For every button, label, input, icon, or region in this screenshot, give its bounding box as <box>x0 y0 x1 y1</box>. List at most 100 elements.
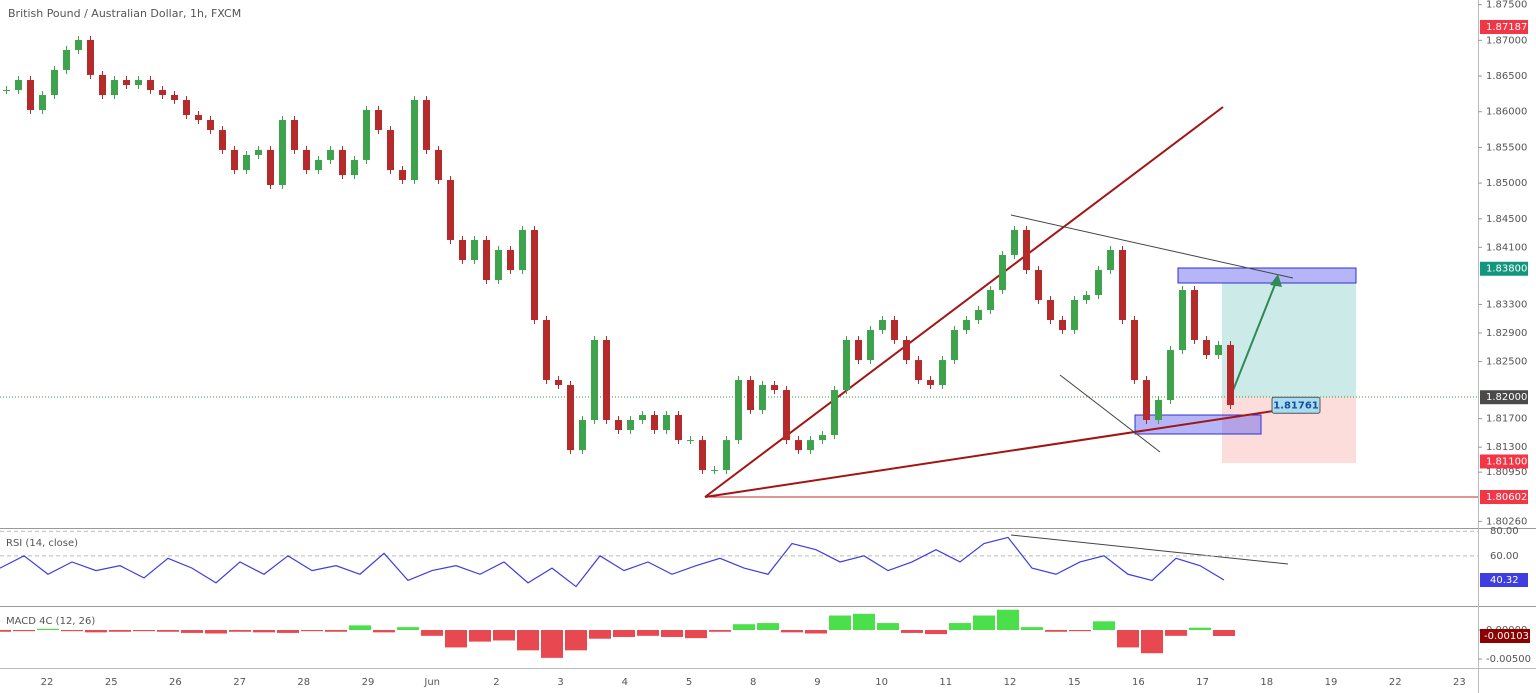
candle <box>111 80 118 96</box>
candle <box>1071 300 1078 330</box>
candle <box>195 114 202 120</box>
macd-bar <box>1045 630 1067 632</box>
candle <box>723 440 730 471</box>
candle <box>495 249 502 281</box>
candle <box>339 149 346 176</box>
candle <box>279 119 286 186</box>
target-zone <box>1222 283 1356 397</box>
macd-bar <box>541 630 563 658</box>
candle <box>315 159 322 171</box>
y-tick-label: 1.85000 <box>1486 178 1527 189</box>
rsi-title: RSI (14, close) <box>6 538 78 549</box>
candle <box>423 100 430 150</box>
candle <box>651 415 658 430</box>
candle <box>639 415 646 421</box>
macd-bar <box>613 630 635 637</box>
candle <box>351 159 358 176</box>
candle <box>627 420 634 430</box>
candle <box>87 39 94 75</box>
candle <box>1155 400 1162 421</box>
x-tick-label: 27 <box>233 677 246 688</box>
projection-arrow <box>1231 281 1277 394</box>
macd-bar <box>469 630 491 642</box>
candle <box>699 440 706 471</box>
candle <box>1143 380 1150 421</box>
macd-badge-label: -0.00103 <box>1484 631 1529 642</box>
candle <box>291 119 298 150</box>
candle <box>747 380 754 411</box>
x-tick-label: Jun <box>423 677 440 688</box>
macd-bar <box>853 613 875 631</box>
candle <box>27 80 34 110</box>
candle <box>507 249 514 271</box>
candle <box>387 129 394 171</box>
price-marker-label: 1.87187 <box>1486 22 1527 33</box>
candle <box>1131 319 1138 381</box>
candle <box>951 329 958 361</box>
entry-label-box <box>1271 396 1321 414</box>
macd-bar <box>589 630 611 639</box>
macd-bar <box>733 624 755 631</box>
macd-bar <box>1117 630 1139 648</box>
x-tick-label: 8 <box>750 677 756 688</box>
candle <box>567 385 574 451</box>
macd-bar <box>277 630 299 633</box>
x-tick-label: 22 <box>1389 677 1402 688</box>
candle <box>735 380 742 441</box>
candle <box>867 329 874 361</box>
x-tick-label: 26 <box>169 677 182 688</box>
macd-bar <box>565 630 587 651</box>
y-tick-label: 1.81700 <box>1486 414 1527 425</box>
x-tick-label: 4 <box>622 677 628 688</box>
candle <box>687 440 694 442</box>
candle <box>267 149 274 186</box>
x-tick-label: 19 <box>1325 677 1338 688</box>
macd-bar <box>757 623 779 631</box>
y-tick-label: 1.86500 <box>1486 71 1527 82</box>
macd-bar <box>661 630 683 637</box>
x-tick-label: 29 <box>362 677 375 688</box>
candle <box>1011 229 1018 255</box>
candle <box>675 415 682 441</box>
candle <box>303 149 310 171</box>
candle <box>183 100 190 115</box>
candle <box>579 420 586 451</box>
macd-bar <box>1165 630 1187 636</box>
y-tick-label: 1.84100 <box>1486 242 1527 253</box>
candle <box>207 119 214 130</box>
chart-title: British Pound / Australian Dollar, 1h, F… <box>8 7 241 20</box>
macd-bar <box>637 630 659 636</box>
candle <box>75 39 82 50</box>
trendline <box>1010 214 1294 279</box>
rsi-badge-label: 40.32 <box>1490 575 1519 586</box>
price-marker-label: 1.82000 <box>1486 392 1527 403</box>
macd-bar <box>445 630 467 648</box>
candle <box>663 415 670 430</box>
candle <box>375 109 382 130</box>
x-tick-label: 25 <box>105 677 118 688</box>
macd-bar <box>397 627 419 631</box>
candle <box>555 380 562 386</box>
y-tick-label: 1.87000 <box>1486 35 1527 46</box>
candle <box>939 360 946 386</box>
rsi-badge <box>1480 573 1528 588</box>
candle <box>843 339 850 391</box>
y-tick-label: 1.80950 <box>1486 467 1527 478</box>
support-box <box>1134 414 1262 435</box>
y-tick-label: 1.80260 <box>1486 516 1527 527</box>
candle <box>15 80 22 91</box>
candle <box>1215 344 1222 356</box>
macd-bar <box>901 630 923 633</box>
candle <box>1179 290 1186 351</box>
candle <box>603 339 610 421</box>
candle <box>1167 350 1174 401</box>
candle <box>1083 295 1090 301</box>
candle <box>1095 270 1102 296</box>
x-tick-label: 18 <box>1260 677 1273 688</box>
candle <box>819 435 826 441</box>
candle <box>987 290 994 311</box>
y-tick-label: 1.86000 <box>1486 107 1527 118</box>
macd-bar <box>373 630 395 633</box>
candle <box>975 310 982 320</box>
candle <box>231 149 238 171</box>
